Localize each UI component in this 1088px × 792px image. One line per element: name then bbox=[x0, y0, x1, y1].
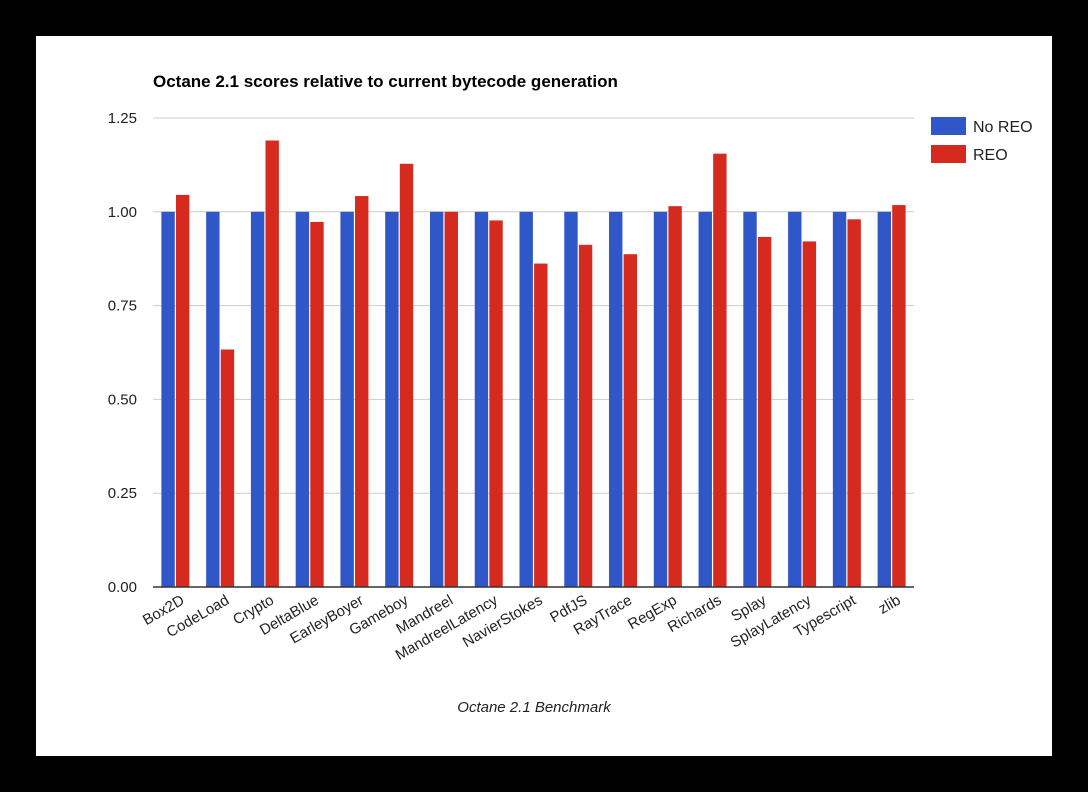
bar-reo-gameboy bbox=[399, 163, 414, 587]
bar-no-reo-pdfjs bbox=[564, 211, 578, 588]
x-axis-categories: Box2DCodeLoadCryptoDeltaBlueEarleyBoyerG… bbox=[140, 591, 904, 664]
y-tick-label: 1.00 bbox=[108, 204, 137, 221]
bar-reo-mandreellatency bbox=[489, 220, 503, 587]
bar-no-reo-mandreellatency bbox=[474, 211, 489, 588]
y-tick-label: 0.75 bbox=[108, 298, 137, 315]
bar-no-reo-zlib bbox=[877, 211, 892, 588]
bar-reo-regexp bbox=[668, 206, 682, 587]
y-tick-label: 0.50 bbox=[108, 391, 137, 408]
legend[interactable]: No REO REO bbox=[931, 117, 1033, 164]
bar-reo-raytrace bbox=[623, 254, 638, 587]
bar-no-reo-codeload bbox=[206, 211, 220, 588]
legend-swatch bbox=[931, 145, 966, 163]
y-tick-label: 0.25 bbox=[108, 485, 137, 502]
y-tick-label: 1.25 bbox=[108, 110, 137, 127]
bar-no-reo-box2d bbox=[161, 211, 175, 588]
bar-no-reo-earleyboyer bbox=[340, 211, 354, 588]
bar-no-reo-typescript bbox=[832, 211, 847, 588]
bar-reo-codeload bbox=[220, 349, 235, 587]
bar-reo-mandreel bbox=[444, 211, 458, 588]
bar-no-reo-regexp bbox=[653, 211, 668, 588]
chart-panel: Octane 2.1 scores relative to current by… bbox=[36, 36, 1052, 756]
bar-no-reo-gameboy bbox=[385, 211, 399, 588]
legend-swatch bbox=[931, 117, 966, 135]
bar-reo-splay bbox=[757, 236, 772, 587]
bar-no-reo-crypto bbox=[250, 211, 265, 588]
bar-no-reo-raytrace bbox=[609, 211, 623, 588]
bar-reo-crypto bbox=[265, 140, 279, 587]
bar-reo-splaylatency bbox=[802, 241, 817, 587]
bar-no-reo-splay bbox=[743, 211, 757, 588]
bar-reo-box2d bbox=[175, 194, 190, 587]
y-axis-ticks: 0.00 0.25 0.50 0.75 1.00 1.25 bbox=[108, 110, 137, 596]
bar-reo-deltablue bbox=[310, 221, 324, 587]
bar-chart: Octane 2.1 scores relative to current by… bbox=[108, 72, 1033, 716]
y-tick-label: 0.00 bbox=[108, 579, 137, 596]
bar-no-reo-deltablue bbox=[295, 211, 310, 588]
legend-label: REO bbox=[973, 147, 1008, 164]
legend-label: No REO bbox=[973, 119, 1033, 136]
bar-reo-earleyboyer bbox=[355, 196, 369, 587]
bar-reo-typescript bbox=[847, 219, 861, 587]
bar-no-reo-splaylatency bbox=[788, 211, 802, 588]
bar-no-reo-navierstokes bbox=[519, 211, 533, 588]
bar-no-reo-mandreel bbox=[429, 211, 444, 588]
x-category-label: zlib bbox=[876, 592, 904, 618]
bars bbox=[161, 140, 906, 588]
bar-no-reo-richards bbox=[698, 211, 712, 588]
bar-reo-zlib bbox=[892, 205, 906, 588]
x-axis-label: Octane 2.1 Benchmark bbox=[457, 699, 612, 716]
bar-reo-navierstokes bbox=[534, 263, 548, 587]
bar-reo-pdfjs bbox=[578, 244, 593, 587]
chart-title: Octane 2.1 scores relative to current by… bbox=[153, 72, 618, 91]
bar-reo-richards bbox=[713, 153, 727, 588]
